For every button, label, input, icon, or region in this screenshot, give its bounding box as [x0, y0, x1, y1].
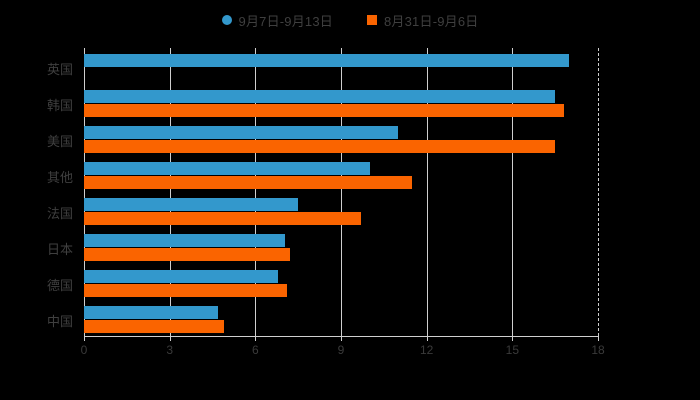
tick-mark-18 — [598, 336, 599, 341]
legend-circle-marker-icon — [221, 15, 232, 25]
tick-mark-12 — [426, 336, 428, 341]
legend-label-series-1: 8月31日-9月6日 — [384, 13, 479, 29]
legend-label-series-0: 9月7日-9月13日 — [238, 13, 333, 29]
x-tick-label: 15 — [505, 343, 520, 357]
bar-日本-series-0[interactable] — [84, 234, 286, 247]
bar-英国-series-0[interactable] — [84, 54, 570, 67]
x-tick-label: 9 — [337, 343, 345, 357]
bar-法国-series-1[interactable] — [84, 212, 361, 225]
category-row: 韩国 — [47, 84, 598, 120]
plot-area: 0 3 6 9 12 15 18 英国韩国美国其他法国日本德国中国 — [47, 48, 605, 357]
legend-item-series-0[interactable]: 9月7日-9月13日 — [221, 11, 333, 30]
bar-德国-series-0[interactable] — [84, 270, 279, 283]
tick-mark-0 — [84, 336, 85, 341]
bar-韩国-series-0[interactable] — [84, 90, 556, 103]
chart-legend: 9月7日-9月13日 8月31日-9月6日 — [0, 8, 700, 32]
bar-中国-series-1[interactable] — [84, 320, 224, 333]
category-row: 德国 — [47, 264, 598, 300]
category-row: 日本 — [47, 228, 598, 264]
bar-美国-series-0[interactable] — [84, 126, 399, 139]
gridline-6 — [255, 48, 257, 336]
bar-其他-series-0[interactable] — [84, 162, 370, 175]
y-axis-category-label: 韩国 — [46, 98, 73, 113]
legend-item-series-1[interactable]: 8月31日-9月6日 — [367, 11, 478, 30]
bar-法国-series-0[interactable] — [84, 198, 299, 211]
tick-mark-15 — [512, 336, 514, 341]
category-row: 美国 — [47, 120, 598, 156]
category-row: 英国 — [47, 48, 598, 84]
bar-其他-series-1[interactable] — [84, 176, 413, 189]
x-tick-label: 18 — [591, 343, 605, 357]
legend-square-marker-icon — [367, 15, 377, 25]
y-axis-category-label: 中国 — [46, 314, 73, 329]
tick-mark-6 — [255, 336, 257, 341]
y-axis-category-label: 日本 — [46, 242, 73, 257]
bar-韩国-series-1[interactable] — [84, 104, 564, 117]
x-tick-label: 12 — [419, 343, 434, 357]
bar-日本-series-1[interactable] — [84, 248, 290, 261]
gridline-9 — [341, 48, 342, 336]
x-tick-label: 3 — [166, 343, 173, 357]
bar-美国-series-1[interactable] — [84, 140, 556, 153]
category-row: 中国 — [47, 300, 598, 336]
tick-mark-3 — [169, 336, 171, 341]
x-tick-label: 6 — [251, 343, 259, 357]
y-axis-line — [84, 48, 85, 336]
category-row: 其他 — [47, 156, 598, 192]
tick-mark-9 — [341, 336, 342, 341]
y-axis-category-label: 英国 — [46, 62, 73, 77]
gridline-12 — [426, 48, 428, 336]
gridline-3 — [169, 48, 171, 336]
gridline-18 — [598, 48, 599, 336]
y-axis-category-label: 德国 — [46, 278, 73, 293]
y-axis-category-label: 美国 — [46, 134, 73, 149]
gridline-15 — [512, 48, 514, 336]
bar-中国-series-0[interactable] — [84, 306, 219, 319]
category-row: 法国 — [47, 192, 598, 228]
y-axis-category-label: 法国 — [46, 206, 73, 221]
bar-德国-series-1[interactable] — [84, 284, 287, 297]
x-tick-label: 0 — [80, 343, 88, 357]
y-axis-category-label: 其他 — [46, 170, 73, 185]
